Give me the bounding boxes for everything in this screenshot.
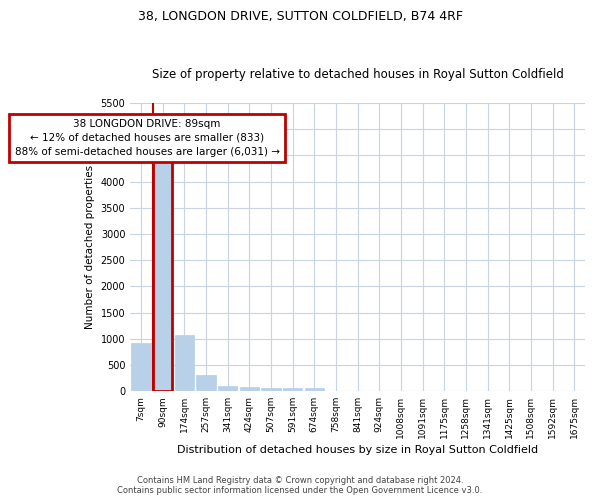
Bar [261, 388, 281, 391]
X-axis label: Distribution of detached houses by size in Royal Sutton Coldfield: Distribution of detached houses by size … [177, 445, 538, 455]
Y-axis label: Number of detached properties: Number of detached properties [85, 165, 95, 329]
Bar [218, 386, 238, 391]
Bar [196, 376, 216, 391]
Bar [305, 388, 324, 391]
Bar [175, 334, 194, 391]
Text: 38, LONGDON DRIVE, SUTTON COLDFIELD, B74 4RF: 38, LONGDON DRIVE, SUTTON COLDFIELD, B74… [137, 10, 463, 23]
Title: Size of property relative to detached houses in Royal Sutton Coldfield: Size of property relative to detached ho… [152, 68, 563, 81]
Bar [283, 388, 302, 391]
Text: 38 LONGDON DRIVE: 89sqm
← 12% of detached houses are smaller (833)
88% of semi-d: 38 LONGDON DRIVE: 89sqm ← 12% of detache… [14, 118, 280, 156]
Text: Contains HM Land Registry data © Crown copyright and database right 2024.
Contai: Contains HM Land Registry data © Crown c… [118, 476, 482, 495]
Bar [131, 343, 151, 391]
Bar [239, 388, 259, 391]
Bar [153, 152, 172, 391]
